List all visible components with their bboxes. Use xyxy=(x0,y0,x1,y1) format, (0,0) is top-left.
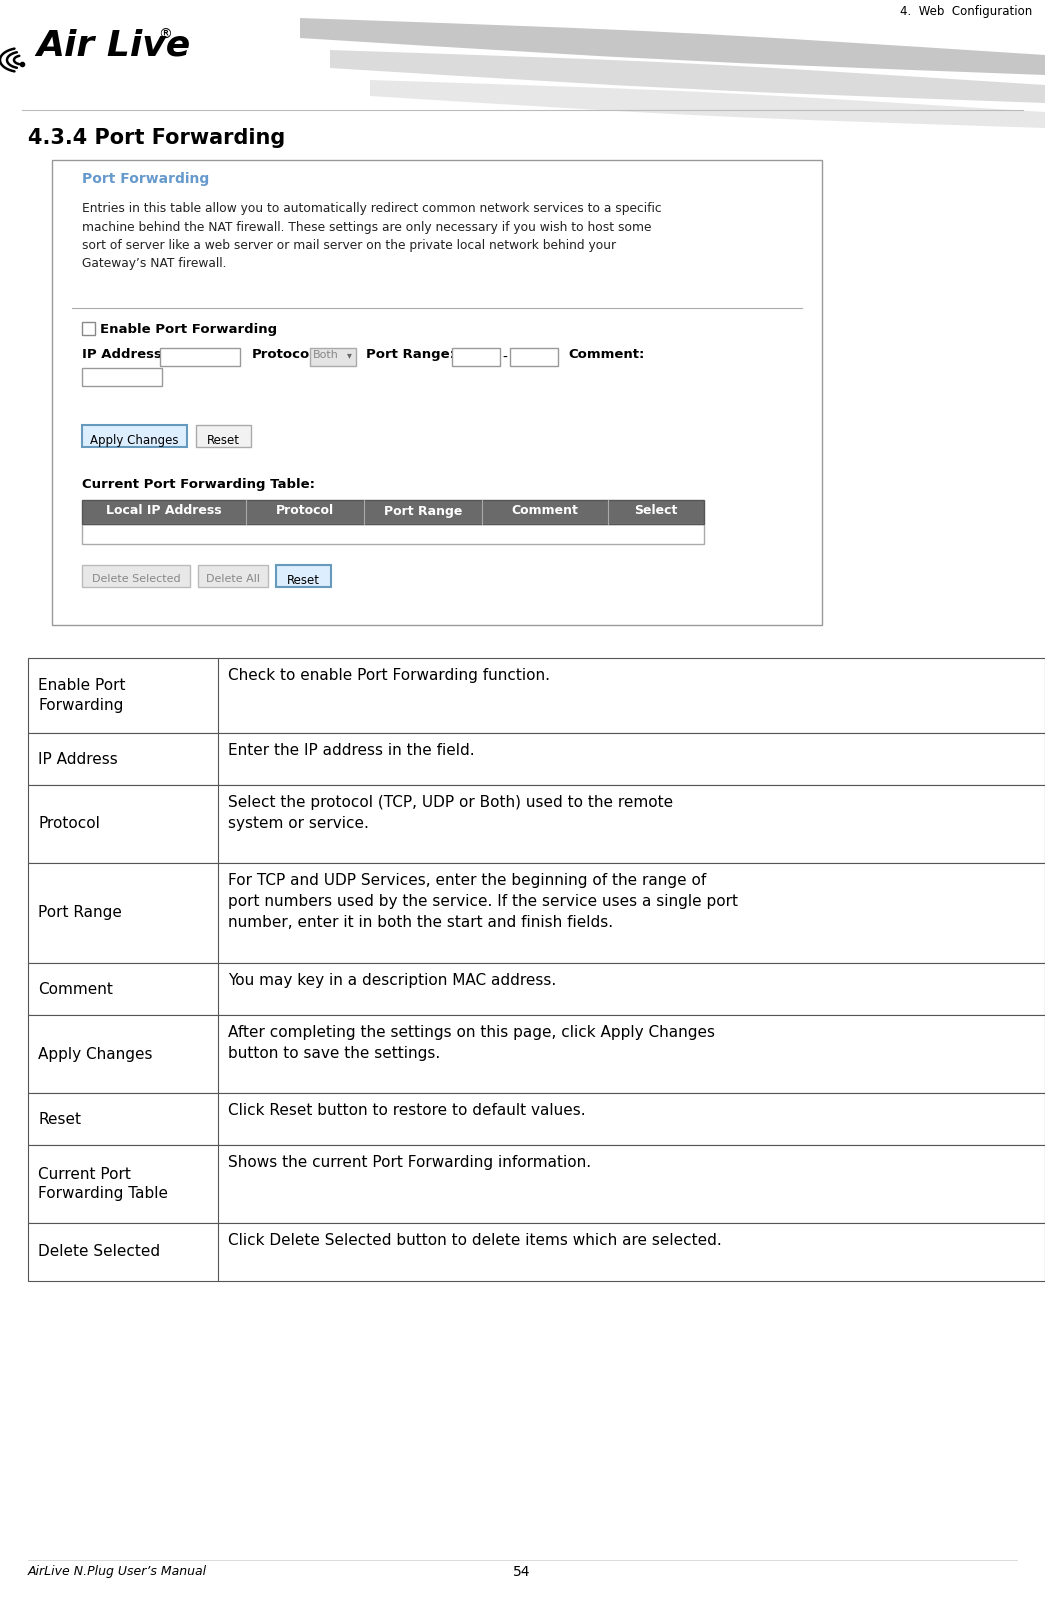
Text: Delete All: Delete All xyxy=(206,574,260,583)
Bar xyxy=(310,348,356,366)
Text: AirLive N.Plug User’s Manual: AirLive N.Plug User’s Manual xyxy=(28,1564,207,1577)
Text: Select the protocol (TCP, UDP or Both) used to the remote
system or service.: Select the protocol (TCP, UDP or Both) u… xyxy=(228,794,673,831)
Text: Protocol: Protocol xyxy=(276,505,334,518)
Text: Protocol: Protocol xyxy=(38,817,100,831)
Bar xyxy=(82,323,95,336)
Bar xyxy=(82,500,704,524)
PathPatch shape xyxy=(370,80,1045,128)
Bar xyxy=(28,1015,1045,1093)
Text: IP Address: IP Address xyxy=(38,751,118,767)
Text: Apply Changes: Apply Changes xyxy=(90,435,179,447)
Text: Shows the current Port Forwarding information.: Shows the current Port Forwarding inform… xyxy=(228,1155,591,1170)
Text: Reset: Reset xyxy=(207,435,239,447)
Text: Current Port Forwarding Table:: Current Port Forwarding Table: xyxy=(82,478,315,491)
Text: -: - xyxy=(502,352,507,364)
Text: Comment: Comment xyxy=(38,981,113,997)
Text: Comment: Comment xyxy=(512,505,579,518)
Text: Local IP Address: Local IP Address xyxy=(107,505,222,518)
Bar xyxy=(28,1222,1045,1282)
Text: Entries in this table allow you to automatically redirect common network service: Entries in this table allow you to autom… xyxy=(82,201,661,270)
PathPatch shape xyxy=(330,50,1045,102)
Bar xyxy=(28,964,1045,1015)
Text: IP Address:: IP Address: xyxy=(82,348,167,361)
Text: ▾: ▾ xyxy=(347,350,352,360)
Text: Click Delete Selected button to delete items which are selected.: Click Delete Selected button to delete i… xyxy=(228,1234,722,1248)
Bar xyxy=(82,425,187,447)
Text: Protocol:: Protocol: xyxy=(252,348,320,361)
Text: Port Range:: Port Range: xyxy=(366,348,455,361)
Text: Comment:: Comment: xyxy=(568,348,645,361)
Bar xyxy=(28,658,1045,733)
Text: Port Forwarding: Port Forwarding xyxy=(82,173,209,185)
Bar xyxy=(28,1146,1045,1222)
Text: Click Reset button to restore to default values.: Click Reset button to restore to default… xyxy=(228,1103,585,1119)
Text: Reset: Reset xyxy=(286,574,320,586)
Text: You may key in a description MAC address.: You may key in a description MAC address… xyxy=(228,973,556,988)
Text: Enter the IP address in the field.: Enter the IP address in the field. xyxy=(228,743,474,757)
Bar xyxy=(82,500,704,524)
Bar xyxy=(28,785,1045,863)
Text: After completing the settings on this page, click Apply Changes
button to save t: After completing the settings on this pa… xyxy=(228,1024,715,1061)
Text: Apply Changes: Apply Changes xyxy=(38,1047,153,1061)
Text: For TCP and UDP Services, enter the beginning of the range of
port numbers used : For TCP and UDP Services, enter the begi… xyxy=(228,873,738,930)
Text: Enable Port
Forwarding: Enable Port Forwarding xyxy=(38,678,125,713)
Bar xyxy=(28,863,1045,964)
Bar xyxy=(276,566,331,586)
Text: Select: Select xyxy=(634,505,678,518)
Text: Enable Port Forwarding: Enable Port Forwarding xyxy=(100,323,277,336)
Text: Current Port
Forwarding Table: Current Port Forwarding Table xyxy=(38,1167,168,1202)
Text: 54: 54 xyxy=(513,1564,531,1579)
Text: 4.  Web  Configuration: 4. Web Configuration xyxy=(900,5,1032,18)
Text: Check to enable Port Forwarding function.: Check to enable Port Forwarding function… xyxy=(228,668,550,682)
Text: Port Range: Port Range xyxy=(38,906,122,920)
PathPatch shape xyxy=(300,18,1045,75)
Bar xyxy=(510,348,558,366)
Bar xyxy=(82,524,704,543)
Bar xyxy=(196,425,251,447)
Text: Reset: Reset xyxy=(38,1112,82,1127)
Text: 4.3.4 Port Forwarding: 4.3.4 Port Forwarding xyxy=(28,128,285,149)
Bar xyxy=(82,566,190,586)
Bar xyxy=(28,733,1045,785)
Bar xyxy=(160,348,240,366)
Text: Delete Selected: Delete Selected xyxy=(38,1245,160,1259)
Text: Port Range: Port Range xyxy=(384,505,462,518)
Bar xyxy=(198,566,268,586)
Bar xyxy=(52,160,822,625)
Text: Both: Both xyxy=(314,350,339,360)
Text: Air Live: Air Live xyxy=(36,29,190,62)
Text: Delete Selected: Delete Selected xyxy=(92,574,181,583)
Bar xyxy=(452,348,500,366)
Text: ®: ® xyxy=(158,29,171,42)
Bar xyxy=(28,1093,1045,1146)
Bar xyxy=(82,368,162,387)
